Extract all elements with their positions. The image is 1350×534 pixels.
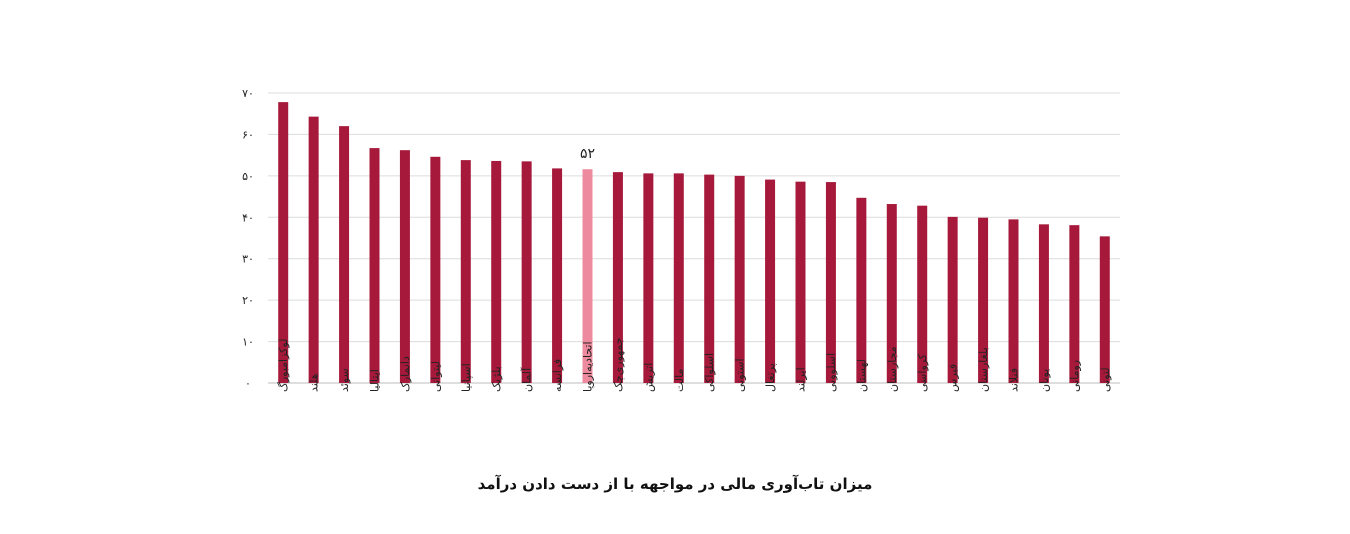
x-tick-label: اتریش (642, 363, 655, 392)
x-tick-label: پرتغال (764, 363, 777, 392)
bar (1008, 219, 1019, 383)
x-tick-label: فنلاند (1008, 368, 1021, 392)
bar (521, 161, 532, 383)
bar (399, 150, 410, 383)
x-tick-label: لتونی (1099, 367, 1112, 392)
bar (795, 181, 806, 383)
grid-lines (268, 92, 1120, 384)
y-tick-label: ۵۰ (242, 170, 254, 183)
bar (1069, 225, 1080, 383)
bar (612, 172, 623, 383)
y-tick-label: ۷۰ (242, 87, 254, 100)
x-tick-label: مالت (673, 368, 686, 392)
bar (643, 173, 654, 383)
x-tick-label: اتحادیه‌اروپا (582, 341, 595, 392)
bars (278, 102, 1110, 384)
y-tick-label: ۲۰ (242, 294, 254, 307)
x-tick-label: بلغارستان (977, 347, 990, 392)
x-tick-label: اسپانیا (460, 363, 473, 392)
y-tick-label: ۳۰ (242, 253, 254, 266)
x-tick-label: استونی (734, 358, 747, 392)
bar (1038, 224, 1049, 383)
x-tick-label: کرواسی (916, 353, 929, 392)
y-tick-label: ۴۰ (242, 211, 254, 224)
bar (978, 217, 989, 383)
x-tick-label: ایتالیا (369, 369, 382, 392)
x-tick-label: فرانسه (551, 359, 564, 392)
bar (552, 168, 563, 383)
x-tick-label: لوکزامبورگ (277, 339, 290, 392)
x-tick-label: هلند (308, 373, 321, 392)
data-label: ۵۲ (580, 146, 595, 162)
y-tick-label: ۱۰ (242, 336, 254, 349)
bar (308, 116, 319, 383)
y-axis: ۰ ۱۰ ۲۰ ۳۰ ۴۰ ۵۰ ۶۰ ۷۰ (242, 87, 254, 390)
bar (491, 160, 502, 383)
bar (886, 204, 897, 383)
bar (278, 102, 289, 383)
bar (734, 175, 745, 383)
x-tick-label: رومانی (1068, 360, 1081, 392)
x-tick-label: جمهوری‌چک (612, 338, 625, 392)
x-tick-label: یونان (1038, 369, 1051, 392)
x-tick-label: آلمان (520, 367, 534, 392)
bar (917, 205, 928, 383)
bar (339, 126, 350, 384)
data-labels: ۵۲ (580, 146, 595, 162)
bar (856, 197, 867, 383)
x-tick-label: ایرلند (795, 367, 808, 392)
x-tick-label: اسلوونی (825, 353, 838, 392)
x-tick-label: بلژیک (490, 366, 503, 392)
x-tick-label: لیتوانی (429, 361, 442, 392)
x-tick-label: دانمارک (399, 356, 412, 392)
x-tick-label: قبرس (947, 364, 960, 392)
x-tick-label: مجارستان (886, 346, 899, 392)
x-tick-label: اسلواکی (703, 353, 716, 392)
y-tick-label: ۶۰ (242, 128, 254, 141)
bar (1099, 236, 1110, 383)
x-tick-label: لهستان (855, 359, 868, 392)
chart-title: میزان تاب‌آوری مالی در مواجهه با از دست … (477, 475, 873, 493)
bar (582, 169, 593, 383)
bar (704, 174, 715, 383)
x-tick-label: سوئد (338, 368, 351, 392)
bar (460, 160, 471, 383)
bar (765, 179, 776, 383)
bar (825, 182, 836, 383)
y-tick-label: ۰ (245, 377, 251, 390)
bar (947, 216, 958, 383)
bar (430, 156, 441, 383)
x-axis: لوکزامبورگ هلند سوئد ایتالیا دانمارک لیتوانی ا… (277, 338, 1112, 392)
bar (673, 173, 684, 383)
bar (369, 148, 380, 383)
